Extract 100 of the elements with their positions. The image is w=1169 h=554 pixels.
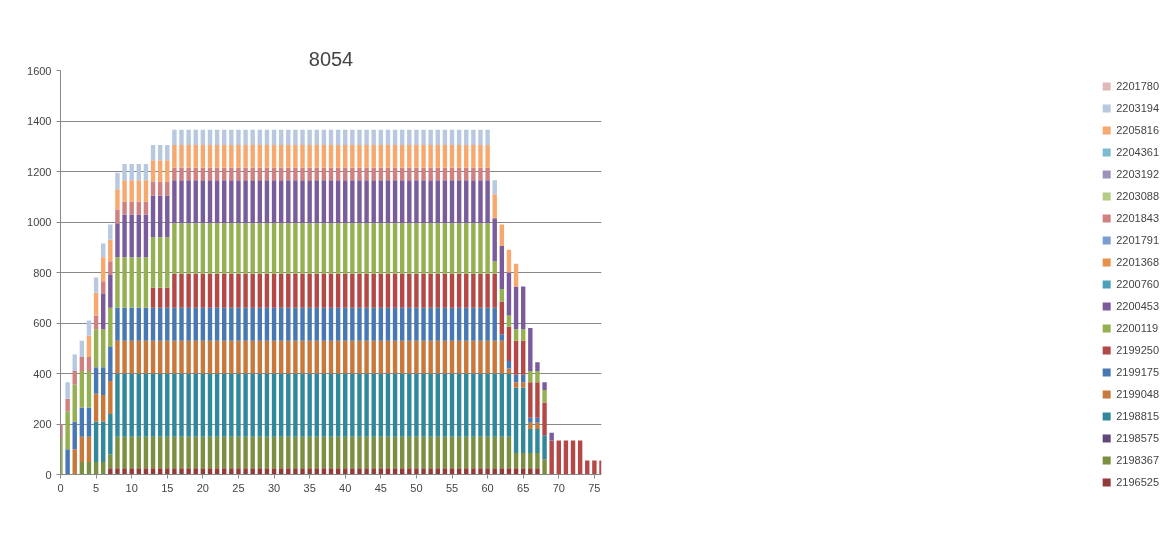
bar — [172, 180, 177, 224]
bar — [485, 223, 490, 274]
bar — [407, 144, 412, 168]
bar — [207, 223, 213, 274]
bar — [79, 357, 85, 371]
bar — [115, 172, 120, 190]
bar — [93, 367, 99, 394]
bar — [464, 144, 469, 168]
bar — [492, 194, 497, 219]
bar — [200, 373, 206, 437]
bar — [122, 201, 127, 215]
bar — [385, 223, 391, 274]
bar — [492, 373, 497, 437]
bar — [243, 273, 248, 308]
bar — [428, 373, 433, 437]
bar — [456, 144, 462, 168]
bar — [449, 273, 455, 308]
bar — [200, 144, 206, 168]
bar — [243, 340, 248, 374]
bar — [535, 422, 540, 430]
bar — [350, 180, 355, 224]
bar — [456, 129, 462, 145]
bar — [350, 436, 355, 469]
bar — [300, 144, 305, 168]
bar — [478, 273, 483, 308]
bar — [150, 340, 156, 374]
bar — [222, 144, 227, 168]
bar — [243, 223, 248, 274]
bar — [115, 189, 120, 210]
bar — [471, 436, 476, 469]
bar — [207, 129, 213, 145]
bar — [207, 373, 213, 437]
bar — [506, 326, 512, 361]
bar — [186, 373, 191, 437]
bar — [115, 436, 120, 469]
chart-title: 8054 — [308, 47, 354, 70]
bar — [186, 144, 191, 168]
bar — [385, 144, 391, 168]
bar — [357, 468, 362, 475]
bar — [243, 167, 248, 181]
legend-label: 2198815 — [1116, 410, 1159, 422]
bar — [435, 144, 440, 168]
bar — [278, 144, 284, 168]
bar — [364, 129, 369, 145]
bar — [293, 307, 298, 341]
bar — [271, 273, 277, 308]
bar — [435, 223, 440, 274]
bar — [421, 373, 426, 437]
bar — [229, 180, 234, 224]
bar — [464, 129, 469, 145]
bar — [172, 307, 177, 341]
bar — [449, 307, 455, 341]
bar — [471, 129, 476, 145]
bar — [378, 223, 384, 274]
bar — [172, 129, 177, 145]
bar — [506, 315, 512, 327]
bar — [129, 340, 134, 374]
bar — [520, 453, 526, 469]
bar — [108, 307, 113, 347]
y-tick-label: 1200 — [27, 165, 52, 178]
bar — [520, 382, 526, 388]
bar — [214, 129, 220, 145]
bar — [222, 129, 227, 145]
bar — [399, 340, 405, 374]
bar — [528, 382, 533, 418]
bar — [407, 129, 412, 145]
legend-label: 2198367 — [1116, 454, 1159, 466]
bar — [471, 223, 476, 274]
bar — [485, 373, 490, 437]
bar — [136, 214, 142, 258]
legend-label: 2205816 — [1116, 124, 1159, 136]
bar — [172, 468, 177, 475]
bar — [286, 144, 291, 168]
bar — [264, 223, 270, 274]
bar — [172, 436, 177, 469]
bar — [364, 273, 369, 308]
bar — [179, 436, 184, 469]
legend-label: 2199250 — [1116, 344, 1159, 356]
bar — [364, 373, 369, 437]
bar — [449, 340, 455, 374]
bar — [471, 167, 476, 181]
bar — [492, 261, 497, 274]
bar — [528, 370, 533, 383]
bar — [150, 373, 156, 437]
bar — [378, 373, 384, 437]
bar — [335, 180, 341, 224]
x-tick-label: 5 — [93, 481, 100, 494]
bar — [300, 180, 305, 224]
bar — [456, 180, 462, 224]
bar — [143, 307, 149, 341]
bar — [314, 373, 319, 437]
y-tick-label: 200 — [33, 418, 52, 430]
x-tick-label: 55 — [445, 481, 459, 494]
bar — [300, 373, 305, 437]
legend-label: 2201368 — [1116, 256, 1159, 268]
bar — [93, 277, 99, 293]
bar — [179, 468, 184, 475]
bar — [157, 373, 163, 437]
bar — [257, 144, 263, 168]
bar — [378, 307, 384, 341]
